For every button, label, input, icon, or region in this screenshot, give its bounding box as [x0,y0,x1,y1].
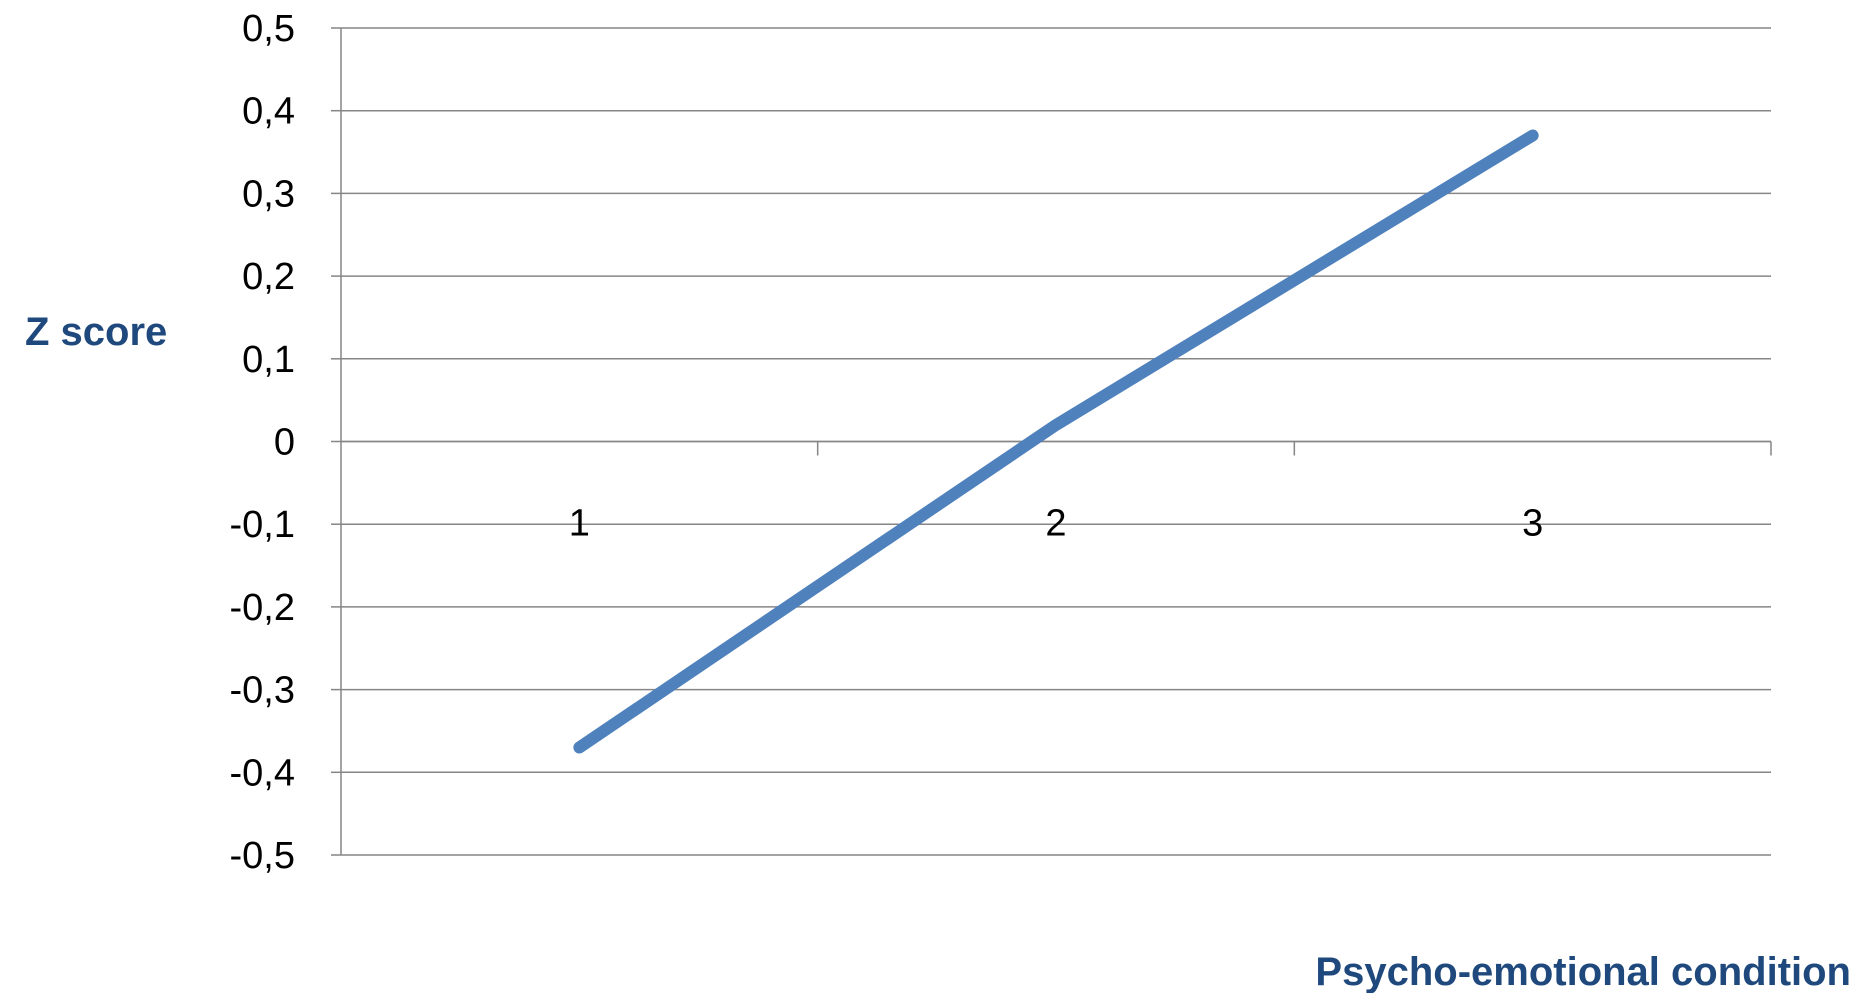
y-axis-title: Z score [25,310,167,354]
y-tick-label: -0,5 [230,835,295,877]
y-tick-label: 0 [274,422,295,464]
y-tick-label: -0,3 [230,670,295,712]
x-tick-label: 3 [1522,503,1543,545]
x-tick-label: 2 [1045,503,1066,545]
x-axis: 1 2 3 [341,440,1772,545]
y-tick-label: 0,3 [242,173,295,215]
y-tick-label: 0,1 [242,339,295,381]
y-tick-label: -0,4 [230,752,295,794]
y-tick-label: -0,1 [230,504,295,546]
y-tick-label: -0,2 [230,587,295,629]
series-group [573,129,1539,754]
y-tick-label: 0,5 [242,8,295,50]
y-axis-ticks: 0,5 0,4 0,3 0,2 0,1 0 -0,1 -0,2 -0,3 -0,4 -0,5 [230,8,295,877]
x-tick-label: 1 [569,503,590,545]
x-axis-title: Psycho-emotional condition [1315,950,1851,993]
y-tick-label: 0,4 [242,91,295,133]
y-tick-label: 0,2 [242,256,295,298]
